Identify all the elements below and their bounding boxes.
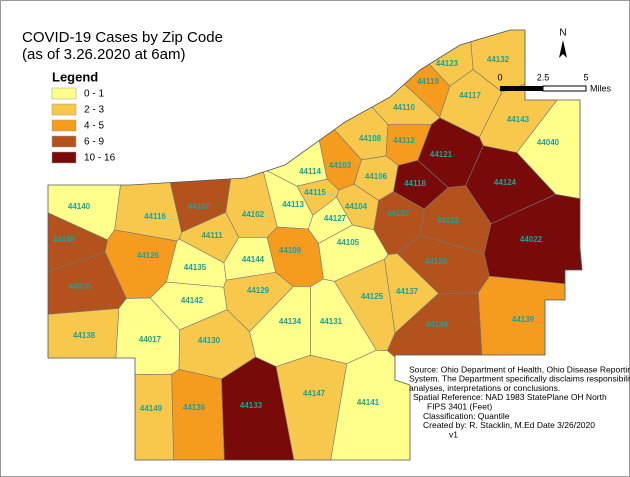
zip-label: 44126 xyxy=(137,251,160,260)
zip-label: 44108 xyxy=(359,134,382,143)
county-outline xyxy=(47,29,583,461)
zip-label: 44122 xyxy=(437,216,460,225)
scale-seg xyxy=(500,86,543,91)
north-arrow: N xyxy=(559,28,567,58)
zip-label: 44145 xyxy=(53,235,76,244)
zip-label: 44143 xyxy=(507,115,530,124)
source-line: Created by: R. Stacklin, M.Ed Date 3/26/… xyxy=(423,420,595,430)
zip-label: 44146 xyxy=(426,320,449,329)
zip-label: 44135 xyxy=(184,263,207,272)
scale-label: 0 xyxy=(497,72,502,82)
legend-label: 0 - 1 xyxy=(84,89,104,100)
zip-label: 44136 xyxy=(183,403,206,412)
zip-label: 44103 xyxy=(329,161,352,170)
legend-swatch xyxy=(51,151,77,164)
zip-label: 44102 xyxy=(242,210,265,219)
source-line: System. The Department specifically disc… xyxy=(409,374,630,384)
zip-label: 44117 xyxy=(459,91,481,100)
zip-label: 44147 xyxy=(303,389,326,398)
legend-swatch xyxy=(51,103,77,116)
zip-label: 44115 xyxy=(304,188,326,197)
zip-label: 44107 xyxy=(188,202,211,211)
zip-label: 44131 xyxy=(320,317,343,326)
source-line: v1 xyxy=(449,429,458,439)
zip-label: 44070 xyxy=(69,282,92,291)
zip-label: 44133 xyxy=(240,401,263,410)
scale-unit: Miles xyxy=(590,83,612,93)
zip-label: 44123 xyxy=(436,59,459,68)
zip-label: 44112 xyxy=(393,136,415,145)
zip-label: 44132 xyxy=(487,55,510,64)
zip-label: 44124 xyxy=(494,178,517,187)
zip-label: 44017 xyxy=(139,335,162,344)
legend-title: Legend xyxy=(52,69,98,84)
zip-label: 44129 xyxy=(247,286,270,295)
zip-label: 44118 xyxy=(404,179,426,188)
zip-label: 44119 xyxy=(417,77,439,86)
legend-label: 10 - 16 xyxy=(84,153,116,164)
zip-label: 44130 xyxy=(198,336,221,345)
zip-label: 44121 xyxy=(430,150,453,159)
zip-label: 44140 xyxy=(68,202,91,211)
zip-label: 44104 xyxy=(345,202,368,211)
scale-seg xyxy=(542,85,587,92)
scale-label: 2.5 xyxy=(537,72,550,82)
zip-label: 44113 xyxy=(282,200,304,209)
source-line: analyses, interpretations or conclusions… xyxy=(409,383,560,393)
source-line: FIPS 3401 (Feet) xyxy=(427,401,492,411)
zip-label: 44109 xyxy=(279,246,302,255)
zip-label: 44106 xyxy=(365,172,388,181)
north-arrow-shape xyxy=(559,40,567,58)
zip-label: 44139 xyxy=(512,315,535,324)
zip-label: 44116 xyxy=(144,212,166,221)
zip-label: 44142 xyxy=(181,296,204,305)
legend: 0 - 1 2 - 3 4 - 5 6 - 9 10 - 16 xyxy=(51,87,116,164)
zip-label: 44141 xyxy=(357,398,380,407)
zip-label: 44127 xyxy=(324,214,347,223)
zip-label: 44040 xyxy=(537,138,560,147)
source-line: Source: Ohio Department of Health, Ohio … xyxy=(409,364,630,374)
source-note: Source: Ohio Department of Health, Ohio … xyxy=(409,364,630,439)
legend-swatch xyxy=(51,135,77,148)
zip-label: 44149 xyxy=(140,404,163,413)
legend-label: 4 - 5 xyxy=(84,121,104,132)
zip-label: 44138 xyxy=(73,331,96,340)
legend-label: 2 - 3 xyxy=(84,105,104,116)
scale-bar: 0 2.5 5 Miles xyxy=(497,72,611,93)
source-line: Spatial Reference: NAD 1983 StatePlane O… xyxy=(413,392,607,402)
legend-label: 6 - 9 xyxy=(84,137,104,148)
north-label: N xyxy=(559,28,566,39)
zip-label: 44134 xyxy=(279,317,302,326)
subtitle: (as of 3.26.2020 at 6am) xyxy=(22,46,185,63)
zip-label: 44120 xyxy=(387,209,410,218)
zip-label: 44114 xyxy=(299,167,321,176)
legend-swatch xyxy=(51,119,77,132)
zip-label: 44110 xyxy=(393,103,415,112)
zip-label: 44144 xyxy=(242,255,265,264)
source-line: Classification: Quantile xyxy=(423,411,510,421)
zip-label: 44111 xyxy=(201,231,223,240)
legend-swatch xyxy=(51,87,77,100)
scale-label: 5 xyxy=(583,72,588,82)
title: COVID-19 Cases by Zip Code xyxy=(22,29,223,46)
zip-label: 44137 xyxy=(396,287,419,296)
zip-label: 44105 xyxy=(337,238,360,247)
zip-label: 44125 xyxy=(361,292,384,301)
zip-label: 44128 xyxy=(425,257,448,266)
zip-label: 44022 xyxy=(520,235,543,244)
